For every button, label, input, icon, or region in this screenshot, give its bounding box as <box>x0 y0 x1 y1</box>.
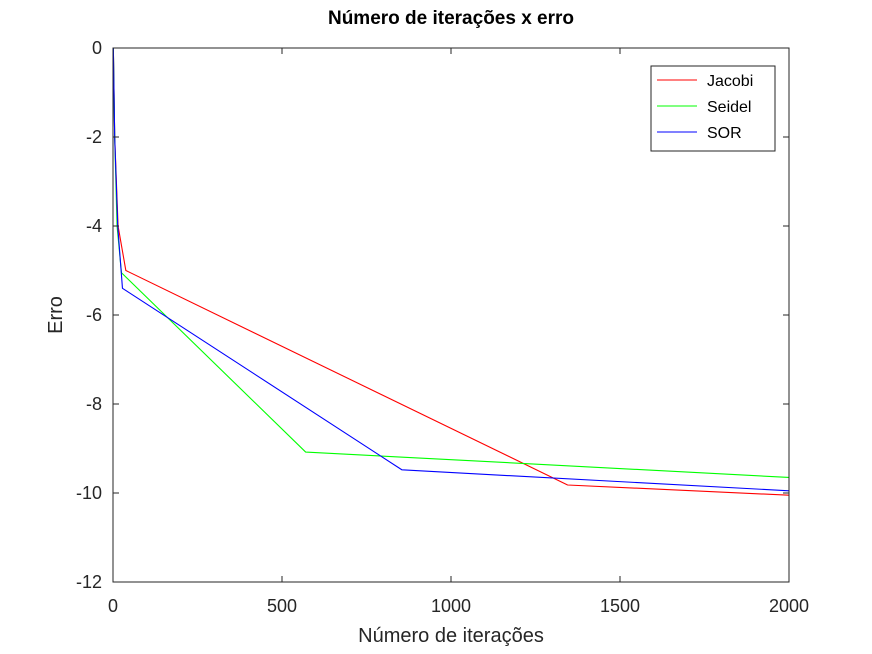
x-tick-label: 1000 <box>431 596 471 616</box>
y-axis-ticks: 0 -2 -4 -6 -8 -10 -12 <box>76 38 789 592</box>
legend: Jacobi Seidel SOR <box>650 65 776 152</box>
legend-label-sor: SOR <box>707 125 742 142</box>
x-axis-ticks: 0 500 1000 1500 2000 <box>108 48 809 616</box>
y-tick-label: 0 <box>92 38 102 58</box>
legend-label-seidel: Seidel <box>707 99 751 116</box>
x-tick-label: 500 <box>267 596 297 616</box>
y-tick-label: -8 <box>86 394 102 414</box>
series-layer <box>112 47 790 496</box>
x-tick-label: 1500 <box>600 596 640 616</box>
y-tick-label: -6 <box>86 305 102 325</box>
y-tick-label: -12 <box>76 572 102 592</box>
x-axis-label: Número de iterações <box>358 625 544 647</box>
x-tick-label: 0 <box>108 596 118 616</box>
y-axis-label: Erro <box>45 296 67 334</box>
legend-label-jacobi: Jacobi <box>707 73 753 90</box>
series-line-sor <box>112 47 790 492</box>
x-tick-label: 2000 <box>769 596 809 616</box>
y-tick-label: -2 <box>86 127 102 147</box>
y-tick-label: -4 <box>86 216 102 236</box>
chart-title: Número de iterações x erro <box>328 8 574 29</box>
y-tick-label: -10 <box>76 483 102 503</box>
